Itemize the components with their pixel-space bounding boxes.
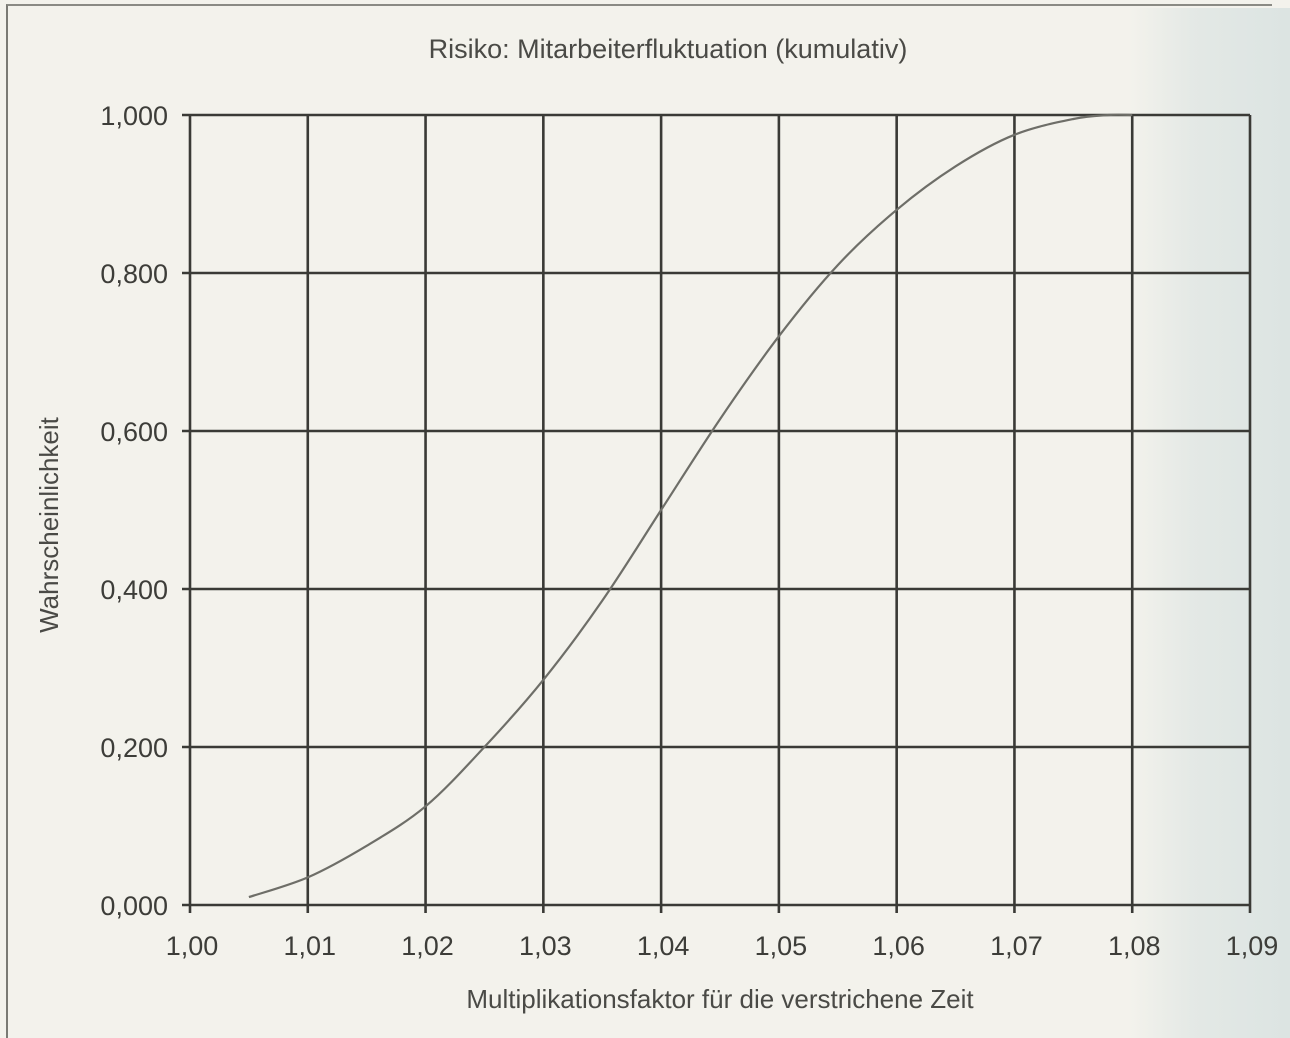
y-tick-label: 1,000	[100, 101, 168, 131]
x-tick-label: 1,04	[637, 931, 690, 961]
tick-labels: 1,00 1,01 1,02 1,03 1,04 1,05 1,06 1,07 1,08 1,09…	[100, 101, 1278, 961]
series-line	[248, 113, 1133, 899]
x-tick-label: 1,01	[283, 931, 336, 961]
page-show-through	[1130, 8, 1290, 1038]
chart-frame	[6, 4, 1272, 1038]
series-layer	[248, 113, 1133, 899]
y-tick-label: 0,000	[100, 891, 168, 921]
x-tick-label: 1,00	[166, 931, 219, 961]
chart-title: Risiko: Mitarbeiterfluktuation (kumulati…	[429, 34, 908, 64]
x-tick-label: 1,09	[1226, 931, 1279, 961]
x-tick-label: 1,06	[872, 931, 925, 961]
y-tick-label: 0,400	[100, 575, 168, 605]
y-tick-label: 0,600	[100, 417, 168, 447]
y-tick-label: 0,800	[100, 259, 168, 289]
x-axis-label: Multiplikationsfaktor für die verstriche…	[466, 984, 974, 1014]
y-axis-label: Wahrscheinlichkeit	[34, 416, 64, 633]
grid	[182, 113, 1252, 913]
x-tick-label: 1,02	[401, 931, 454, 961]
y-tick-label: 0,200	[100, 733, 168, 763]
x-tick-label: 1,07	[990, 931, 1043, 961]
x-tick-label: 1,08	[1108, 931, 1161, 961]
x-tick-label: 1,03	[519, 931, 572, 961]
x-tick-label: 1,05	[755, 931, 808, 961]
